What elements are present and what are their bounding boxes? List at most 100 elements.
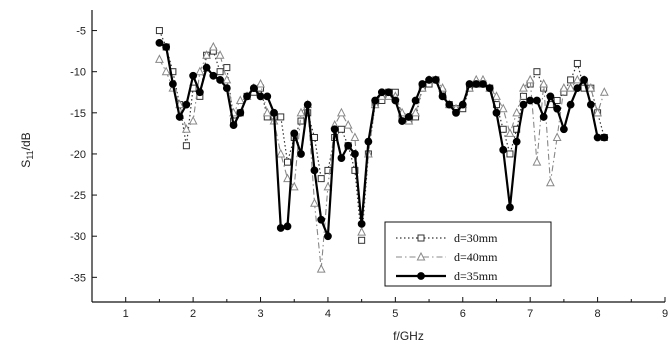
data-point-d-40mm (505, 128, 515, 137)
data-point-d-40mm (566, 83, 576, 92)
data-point-d-40mm (599, 87, 609, 96)
data-point-d-30mm (216, 68, 224, 76)
data-point-d-40mm (552, 132, 562, 141)
data-point-d-30mm (358, 236, 366, 244)
data-point-d-35mm (431, 76, 440, 84)
data-point-d-40mm (343, 120, 353, 129)
data-point-d-40mm (411, 107, 420, 117)
data-point-d-35mm (512, 137, 521, 146)
legend: d=30mm d=40mm d=35mm (384, 221, 552, 287)
data-point-d-40mm (181, 124, 191, 133)
data-point-d-40mm (289, 181, 299, 191)
data-point-d-35mm (472, 80, 481, 88)
data-point-d-35mm (384, 88, 393, 97)
y-axis-title-unit: /dB (19, 132, 33, 150)
data-point-d-35mm (324, 232, 332, 241)
data-point-d-35mm (229, 121, 238, 130)
x-tick-label: 2 (190, 308, 196, 320)
x-tick-label: 8 (595, 308, 601, 320)
data-point-d-40mm (310, 198, 319, 207)
data-point-d-35mm (155, 39, 164, 47)
legend-item-d-40mm: d=40mm (396, 250, 498, 264)
data-point-d-40mm (525, 74, 535, 84)
data-point-d-35mm (485, 84, 494, 93)
data-point-d-35mm (580, 76, 589, 84)
data-point-d-35mm (357, 219, 366, 228)
data-point-d-40mm (539, 78, 549, 88)
data-point-d-40mm (208, 41, 218, 51)
data-point-d-40mm (572, 74, 582, 84)
data-point-d-35mm (236, 108, 245, 117)
data-point-d-40mm (222, 74, 232, 84)
data-point-d-35mm (195, 88, 204, 97)
data-point-d-40mm (296, 107, 306, 117)
data-point-d-40mm (276, 148, 286, 158)
data-point-d-30mm (506, 150, 514, 158)
data-point-d-35mm (377, 88, 386, 97)
data-point-d-35mm (276, 224, 285, 232)
data-point-d-40mm (559, 83, 569, 92)
x-tick-label: 4 (325, 308, 331, 320)
data-point-d-40mm (337, 107, 346, 117)
data-point-d-35mm (586, 100, 595, 109)
legend-marker-d-40mm (416, 251, 426, 261)
data-point-d-35mm (438, 92, 447, 101)
x-tick-label: 1 (123, 308, 129, 320)
data-point-d-40mm (235, 95, 245, 104)
data-point-d-35mm (418, 80, 427, 88)
data-point-d-40mm (161, 66, 171, 76)
data-point-d-30mm (283, 158, 291, 166)
legend-marker-d-30mm (417, 234, 425, 242)
data-point-d-35mm (593, 133, 602, 142)
data-point-d-35mm (175, 113, 184, 121)
data-point-d-35mm (600, 133, 609, 142)
x-tick-label: 5 (392, 308, 398, 320)
data-point-d-35mm (458, 100, 467, 109)
x-tick-label: 9 (662, 308, 668, 320)
data-point-d-40mm (262, 107, 272, 117)
legend-item-d-30mm: d=30mm (396, 231, 498, 245)
data-point-d-40mm (545, 177, 555, 187)
data-point-d-35mm (499, 145, 508, 154)
data-point-d-35mm (317, 215, 326, 224)
data-point-d-30mm (519, 92, 527, 100)
legend-label-d-30mm: d=30mm (454, 231, 498, 245)
data-point-d-30mm (337, 125, 345, 133)
data-point-d-35mm (303, 100, 312, 109)
data-point-d-35mm (445, 100, 454, 109)
legend-label-d-35mm: d=35mm (454, 269, 498, 283)
y-axis-title-main: S (19, 160, 33, 168)
data-point-d-35mm (270, 108, 278, 117)
data-point-d-40mm (586, 83, 596, 92)
data-point-d-35mm (297, 150, 305, 158)
data-point-d-35mm (479, 80, 487, 88)
legend-items: d=30mm d=40mm d=35mm (396, 231, 498, 283)
data-point-d-30mm (182, 142, 190, 150)
data-point-d-35mm (209, 71, 218, 80)
y-tick-label: -15 (70, 108, 86, 120)
data-point-d-35mm (559, 125, 568, 134)
data-point-d-35mm (330, 125, 339, 134)
data-point-d-35mm (465, 80, 474, 88)
data-point-d-35mm (506, 203, 514, 212)
x-tick-label: 3 (257, 308, 263, 320)
data-point-d-35mm (310, 166, 319, 175)
data-point-d-30mm (155, 27, 163, 35)
x-tick-label: 6 (460, 308, 466, 320)
data-point-d-30mm (324, 166, 332, 174)
data-point-d-40mm (323, 181, 333, 191)
data-point-d-40mm (154, 54, 164, 63)
data-point-d-40mm (215, 50, 225, 59)
data-point-d-35mm (202, 63, 211, 72)
legend-item-d-35mm: d=35mm (396, 269, 498, 283)
data-point-d-35mm (337, 154, 346, 162)
data-point-d-40mm (512, 107, 522, 117)
data-point-d-35mm (290, 129, 299, 138)
y-axis-title-subscript: 11 (25, 150, 35, 159)
data-point-d-35mm (519, 100, 528, 109)
data-point-d-40mm (256, 78, 265, 88)
data-point-d-35mm (553, 104, 562, 113)
data-point-d-35mm (566, 100, 575, 109)
data-point-d-35mm (371, 96, 380, 105)
